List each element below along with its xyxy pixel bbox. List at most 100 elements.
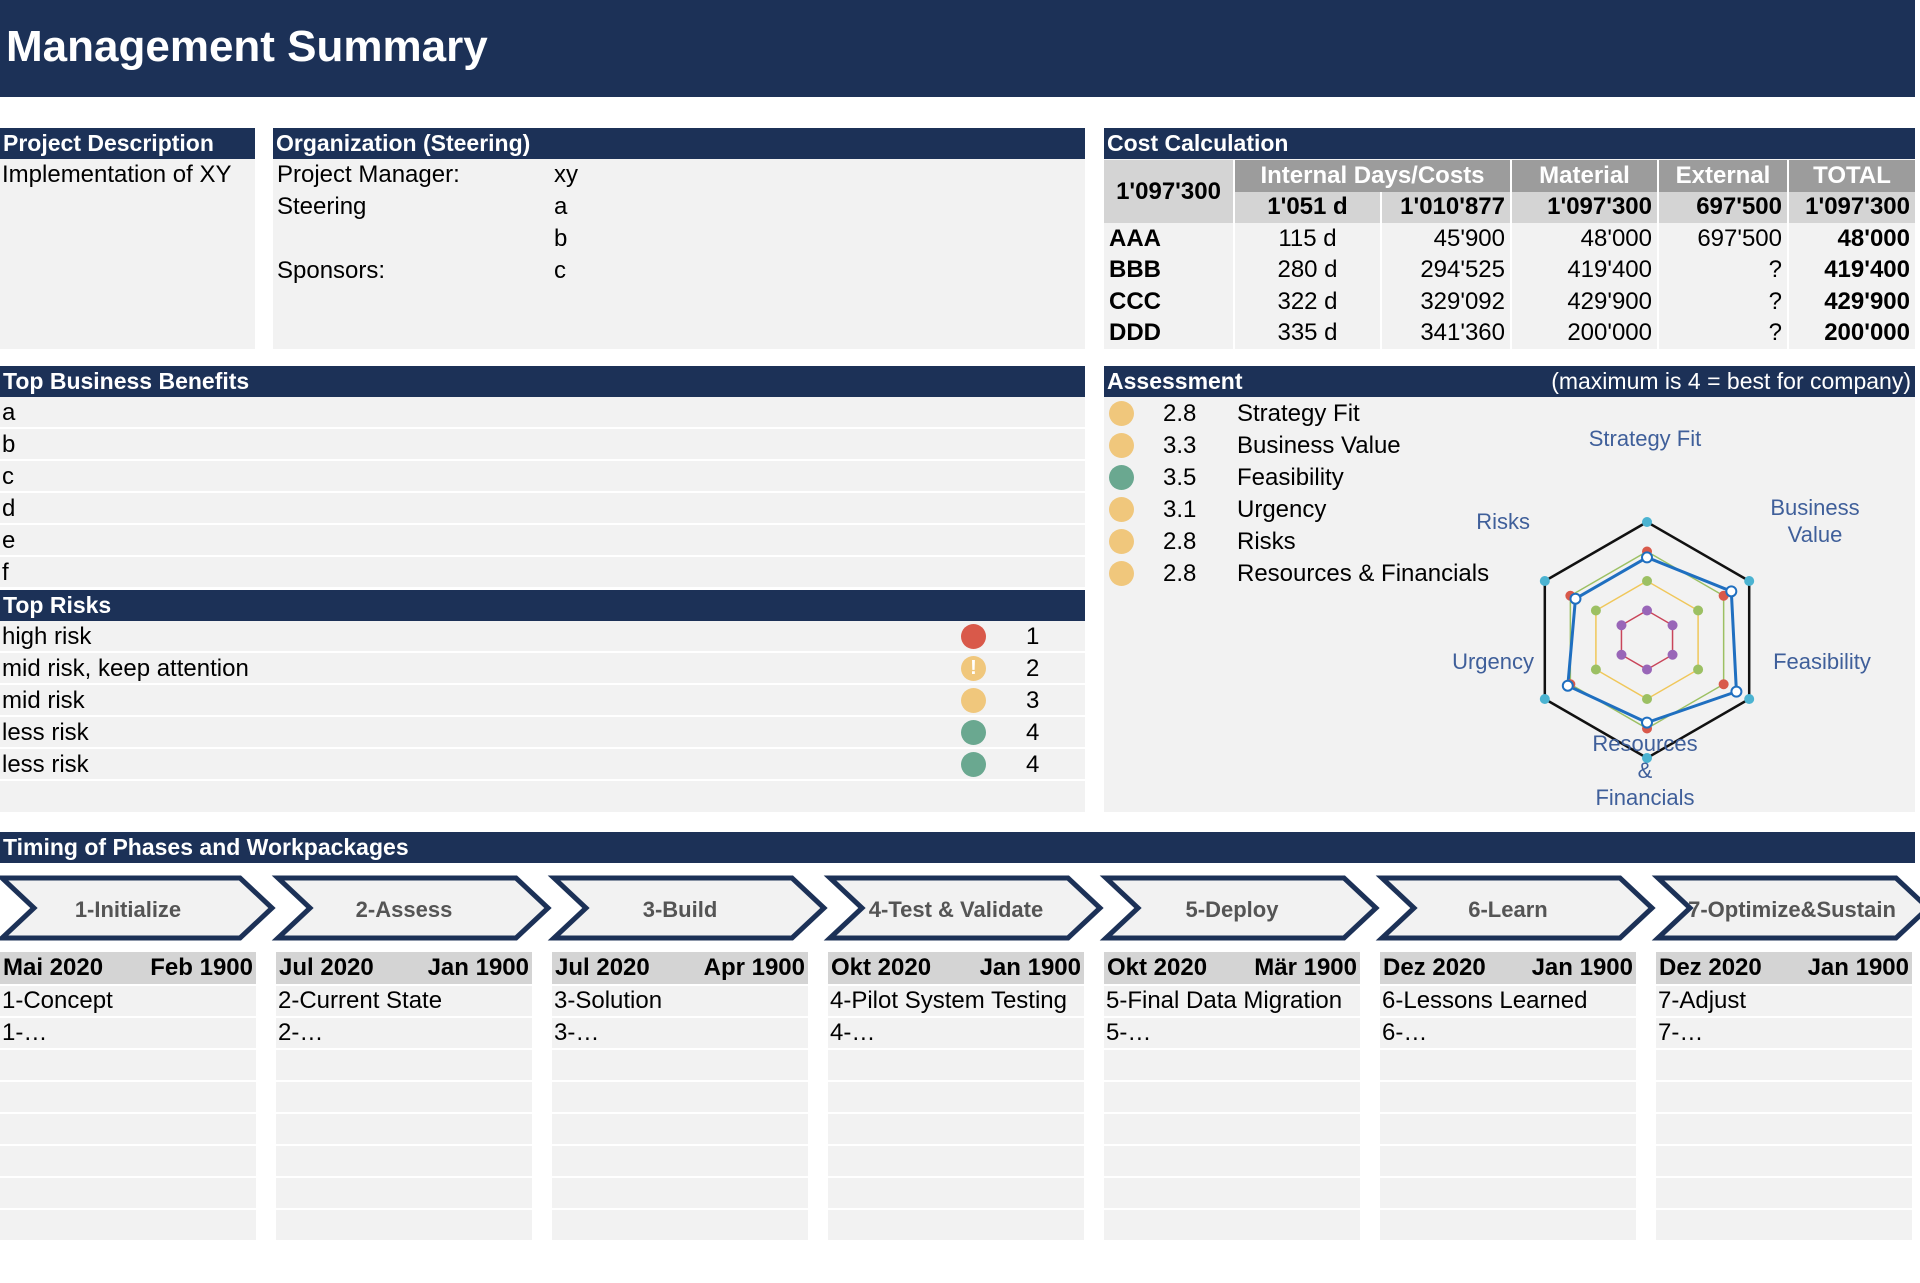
cost-row-internal: 294'525 [1381, 254, 1512, 286]
radar-axis-dot [1539, 694, 1550, 704]
phase-start: Jul 2020 [279, 954, 374, 981]
phase-chevron-shape [547, 875, 828, 941]
cost-heading: Cost Calculation [1104, 128, 1915, 159]
assessment-panel [1104, 397, 1915, 812]
org-row: b [273, 223, 1085, 255]
assessment-item: 3.3 Business Value [1104, 430, 1504, 462]
risk-label: mid risk [2, 687, 85, 714]
risk-level: 3 [1026, 687, 1040, 714]
cost-sum-external: 697'500 [1658, 191, 1789, 223]
workpackage-empty [1380, 1112, 1636, 1144]
workpackage-empty [1104, 1176, 1360, 1208]
workpackage: 5-Final Data Migration [1104, 984, 1360, 1016]
organization-panel: Project Manager: xy Steering a b Sponsor… [273, 159, 1085, 349]
phase-column: Dez 2020 Jan 1900 7-Adjust 7-… [1656, 952, 1912, 1277]
assessment-amber-dot-icon [1109, 433, 1134, 458]
benefits-heading: Top Business Benefits [0, 366, 1085, 397]
phase-chevron-shape [0, 875, 276, 941]
workpackage-empty [1656, 1080, 1912, 1112]
radar-grid-dot [1616, 649, 1627, 660]
assessment-item: 2.8 Strategy Fit [1104, 398, 1504, 430]
cost-col-external: External [1658, 160, 1789, 192]
radar-axis-dot [1744, 694, 1755, 704]
workpackage: 6-Lessons Learned [1380, 984, 1636, 1016]
phase-label: 4-Test & Validate [868, 897, 1044, 922]
phase-dates: Dez 2020 Jan 1900 [1656, 952, 1912, 984]
workpackage-empty [0, 1112, 256, 1144]
cost-row-internal: 341'360 [1381, 317, 1512, 349]
phase-label: 6-Learn [1468, 897, 1548, 922]
benefit-item: f [0, 557, 1085, 589]
risks-list: high risk 1 mid risk, keep attention ! 2… [0, 621, 1085, 812]
radar-axis-dot [1539, 576, 1550, 586]
workpackage-empty [0, 1048, 256, 1080]
radar-label-resources-line2: & [1637, 758, 1653, 783]
radar-label-business: Business Value [1755, 494, 1875, 548]
phase-start: Mai 2020 [3, 954, 104, 981]
radar-grid-dot [1718, 679, 1729, 690]
phase-start: Okt 2020 [831, 954, 932, 981]
cost-col-internal: Internal Days/Costs [1234, 160, 1512, 192]
phase-end: Jan 1900 [427, 954, 529, 981]
workpackage-empty [276, 1144, 532, 1176]
benefit-item: a [0, 397, 1085, 429]
radar-grid-dot [1590, 664, 1601, 675]
cost-sum-material: 1'097'300 [1511, 191, 1659, 223]
workpackage-empty [1656, 1176, 1912, 1208]
risk-green-dot-icon [961, 752, 986, 777]
cost-sum-internal: 1'010'877 [1381, 191, 1512, 223]
workpackage-empty [1380, 1080, 1636, 1112]
cost-row-total: 200'000 [1824, 319, 1910, 347]
phase-chevron-shape [1375, 875, 1656, 941]
radar-grid-dot [1642, 605, 1652, 616]
workpackage-empty [1380, 1144, 1636, 1176]
workpackage: 2-… [276, 1016, 532, 1048]
cost-row-days: 115 d [1234, 223, 1382, 255]
workpackage-empty [1104, 1112, 1360, 1144]
workpackage-empty [828, 1048, 1084, 1080]
workpackage-empty [276, 1112, 532, 1144]
org-row: Steering a [273, 191, 1085, 223]
radar-label-resources-line3: Financials [1595, 785, 1695, 810]
workpackage-empty [828, 1176, 1084, 1208]
risk-label: less risk [2, 751, 89, 778]
risk-level: 4 [1026, 751, 1040, 778]
workpackage: 3-Solution [552, 984, 808, 1016]
workpackage-empty [552, 1080, 808, 1112]
assessment-value: 3.1 [1163, 496, 1197, 523]
phase-column: Jul 2020 Jan 1900 2-Current State 2-… [276, 952, 532, 1277]
assessment-value: 2.8 [1163, 560, 1197, 587]
radar-grid-dot [1667, 649, 1678, 660]
page-title: Management Summary [6, 22, 488, 71]
benefit-item: e [0, 525, 1085, 557]
assessment-heading: Assessment [1107, 368, 1243, 394]
cost-col-material: Material [1511, 160, 1659, 192]
radar-label-business-line1: Business [1770, 495, 1860, 520]
workpackage: 7-Adjust [1656, 984, 1912, 1016]
phase-end: Jan 1900 [1531, 954, 1633, 981]
assessment-name: Strategy Fit [1237, 400, 1360, 427]
workpackage-empty [828, 1208, 1084, 1240]
risk-red-dot-icon [961, 624, 986, 649]
radar-grid-dot [1642, 664, 1652, 675]
assessment-item: 2.8 Resources & Financials [1104, 558, 1504, 590]
phase-dates: Okt 2020 Mär 1900 [1104, 952, 1360, 984]
workpackage-empty [276, 1080, 532, 1112]
workpackage-empty [552, 1048, 808, 1080]
cost-col-total: TOTAL [1788, 160, 1915, 192]
radar-series-point [1725, 585, 1738, 598]
phase-start: Jul 2020 [555, 954, 650, 981]
org-label: Project Manager: [277, 161, 460, 188]
radar-axis-dot [1642, 753, 1652, 763]
phase-column: Jul 2020 Apr 1900 3-Solution 3-… [552, 952, 808, 1277]
radar-series-point [1641, 551, 1653, 564]
workpackage-empty [828, 1080, 1084, 1112]
org-row: Sponsors: c [273, 255, 1085, 287]
workpackage: 4-Pilot System Testing [828, 984, 1084, 1016]
workpackage-empty [1104, 1208, 1360, 1240]
radar-grid-dot [1693, 664, 1704, 675]
workpackage: 1-… [0, 1016, 256, 1048]
org-row: Project Manager: xy [273, 159, 1085, 191]
workpackage-empty [276, 1048, 532, 1080]
radar-dots [1539, 517, 1755, 763]
